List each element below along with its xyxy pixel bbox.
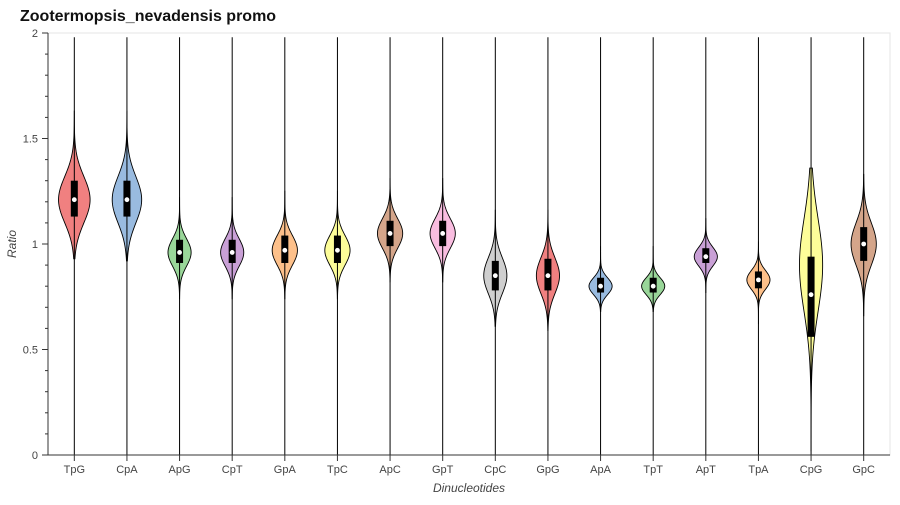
y-tick-label: 1.5 <box>23 134 38 146</box>
y-tick-label: 2 <box>32 28 38 40</box>
median-dot-cpt <box>229 250 235 255</box>
x-tick-label-apa: ApA <box>590 464 611 476</box>
y-tick-label: 0.5 <box>23 345 38 357</box>
median-dot-tpt <box>650 283 656 289</box>
median-dot-apc <box>387 231 393 236</box>
median-dot-tpc <box>335 247 340 253</box>
x-tick-label-cpt: CpT <box>222 464 243 476</box>
median-dot-apt <box>703 254 709 260</box>
x-tick-label-cpa: CpA <box>116 464 138 476</box>
median-dot-cpc <box>492 273 498 279</box>
x-tick-label-gpc: GpC <box>852 464 875 476</box>
x-tick-label-tpa: TpA <box>748 464 769 476</box>
x-tick-label-tpt: TpT <box>643 464 663 476</box>
y-axis: 0 0.5 1 1.5 2 <box>23 28 890 462</box>
chart-title: Zootermopsis_nevadensis promo <box>20 8 277 25</box>
median-dot-cpa <box>124 197 130 203</box>
median-dot-gpa <box>282 247 288 253</box>
x-tick-label-cpc: CpC <box>484 464 506 476</box>
y-tick-label: 0 <box>32 450 38 462</box>
x-tick-label-gpt: GpT <box>432 464 454 476</box>
median-dot-tpg <box>71 197 77 203</box>
median-dot-gpt <box>440 231 446 236</box>
x-tick-label-apg: ApG <box>169 464 191 476</box>
y-tick-label: 1 <box>32 239 38 251</box>
x-tick-label-gpa: GpA <box>274 464 297 476</box>
x-axis-label: Dinucleotides <box>433 481 505 495</box>
x-tick-label-tpc: TpC <box>327 464 348 476</box>
y-axis-label: Ratio <box>5 230 19 258</box>
x-tick-label-tpg: TpG <box>64 464 85 476</box>
x-tick-label-apc: ApC <box>379 464 400 476</box>
x-axis: TpG CpA ApG CpT GpA TpC ApC GpT CpC GpG ApA TpT ApT T… <box>64 455 875 476</box>
violins-group <box>58 37 877 455</box>
x-tick-label-cpg: CpG <box>800 464 823 476</box>
median-dot-gpc <box>861 241 867 247</box>
median-dot-tpa <box>756 277 761 283</box>
median-dot-cpg <box>808 292 814 298</box>
x-tick-label-apt: ApT <box>696 464 716 476</box>
median-dot-apg <box>177 250 182 255</box>
median-dot-apa <box>598 283 603 289</box>
x-tick-label-gpg: GpG <box>536 464 559 476</box>
median-dot-gpg <box>545 273 551 279</box>
